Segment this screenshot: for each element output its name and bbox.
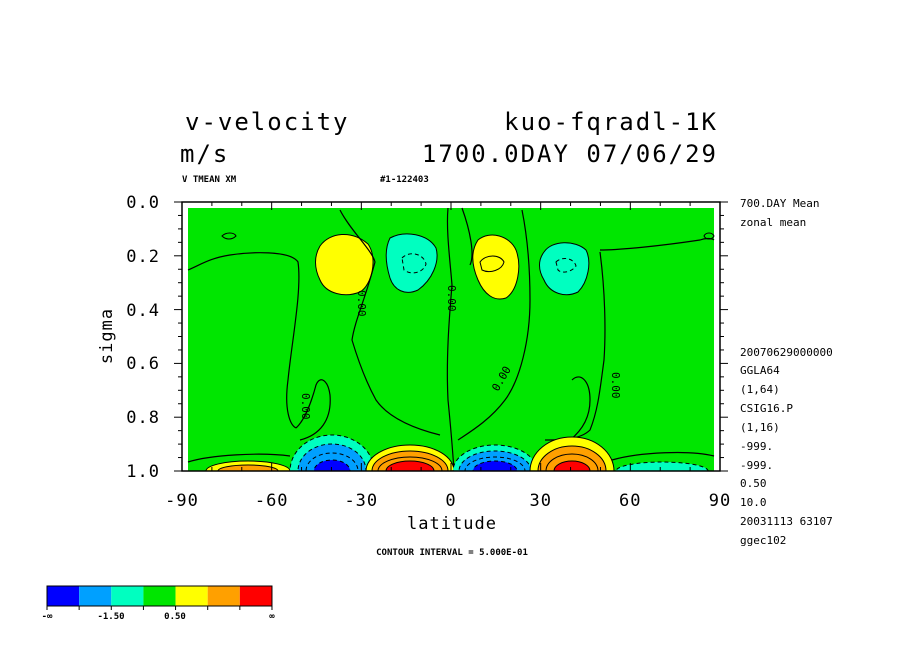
side-line: CSIG16.P xyxy=(740,402,793,415)
x-tick-label: 90 xyxy=(709,491,731,511)
side-line: (1,64) xyxy=(740,383,780,396)
small-loop-right xyxy=(703,232,715,240)
axis-ticks xyxy=(174,201,728,472)
colorbar-label: ∞ xyxy=(269,612,275,622)
zero-contour-10 xyxy=(187,453,291,463)
x-tick-label: 60 xyxy=(619,491,641,511)
upper-positive-cell-nh xyxy=(472,234,520,300)
surface-positive-cell-sh-west xyxy=(205,460,291,471)
zero-contour-4 xyxy=(461,207,473,266)
side-line: -999. xyxy=(740,459,773,472)
zero-contour-1 xyxy=(187,252,300,429)
upper-negative-inner-sh xyxy=(401,253,427,274)
upper-negative-cell-nh xyxy=(539,242,590,296)
colorbar-swatch xyxy=(207,586,240,606)
x-tick-label: 0 xyxy=(445,491,456,511)
colorbar-swatch xyxy=(47,586,80,606)
zero-contour-5 xyxy=(457,209,531,441)
x-tick-label: -90 xyxy=(165,491,199,511)
colorbar-swatch xyxy=(175,586,208,606)
contour-label: 0.00 xyxy=(445,285,458,312)
surface-positive-cell-nh xyxy=(529,436,615,471)
x-tick-label: -60 xyxy=(255,491,289,511)
y-axis-title: sigma xyxy=(97,308,117,364)
zero-contour-9 xyxy=(569,376,591,441)
x-tick-label: 30 xyxy=(529,491,551,511)
colorbar-swatch xyxy=(143,586,176,606)
colorbar-label: 0.50 xyxy=(164,612,186,622)
chart-subtitle-right: #1-122403 xyxy=(380,175,429,185)
surface-negative-cell-sh xyxy=(289,434,375,471)
x-axis-title: latitude xyxy=(407,514,497,534)
plot-area xyxy=(182,202,720,471)
x-tick-label: -30 xyxy=(344,491,378,511)
colorbar-frame xyxy=(46,585,273,607)
colorbar-swatch xyxy=(111,586,144,606)
chart-subtitle-left: V TMEAN XM xyxy=(182,175,237,185)
surface-positive-cell-sh xyxy=(365,444,455,471)
white-margin-right xyxy=(714,202,720,471)
colorbar-label: -∞ xyxy=(42,612,53,622)
colorbar-swatch xyxy=(239,586,272,606)
contour-label: 0.00 xyxy=(609,372,622,399)
side-line: (1,16) xyxy=(740,421,780,434)
small-loop-left xyxy=(221,232,237,240)
y-tick-label: 0.2 xyxy=(126,247,160,267)
side-mean: 700.DAY Mean xyxy=(740,197,819,210)
upper-positive-inner-nh xyxy=(479,255,505,273)
chart-unit: m/s xyxy=(180,140,229,168)
contour-label: 0.00 xyxy=(355,290,368,317)
surface-negative-cell-nh xyxy=(452,444,538,471)
side-zonal: zonal mean xyxy=(740,216,806,229)
zero-contour-8 xyxy=(295,379,331,441)
surface-negative-cell-nh-east xyxy=(615,461,709,471)
colorbar-label: -1.50 xyxy=(97,612,124,622)
side-line: 0.50 xyxy=(740,477,767,490)
side-line: ggec102 xyxy=(740,534,786,547)
side-line: -999. xyxy=(740,440,773,453)
y-tick-label: 0.0 xyxy=(126,193,160,213)
contour-label: 0.00 xyxy=(299,393,312,420)
upper-negative-inner-nh xyxy=(555,258,577,273)
white-margin-left xyxy=(182,202,188,471)
chart-title-run: kuo-fqradl-1K xyxy=(504,108,718,136)
contour-interval: CONTOUR INTERVAL = 5.000E-01 xyxy=(376,548,528,558)
zero-contour-3 xyxy=(446,207,455,471)
colorbar-swatch xyxy=(79,586,112,606)
y-tick-label: 0.8 xyxy=(126,408,160,428)
side-line: 20031113 63107 xyxy=(740,515,833,528)
chart-date: 1700.0DAY 07/06/29 xyxy=(422,140,718,168)
colorbar xyxy=(46,585,273,610)
upper-negative-cell-sh xyxy=(385,233,438,293)
y-tick-label: 1.0 xyxy=(126,462,160,482)
side-line: 20070629000000 xyxy=(740,346,833,359)
y-tick-label: 0.4 xyxy=(126,301,160,321)
side-line: 10.0 xyxy=(740,496,767,509)
upper-positive-cell-sh xyxy=(315,234,374,296)
side-line: GGLA64 xyxy=(740,364,780,377)
chart-title-variable: v-velocity xyxy=(185,108,350,136)
zero-contour-2 xyxy=(339,209,441,436)
y-tick-label: 0.6 xyxy=(126,354,160,374)
zero-contour-11 xyxy=(611,451,715,461)
